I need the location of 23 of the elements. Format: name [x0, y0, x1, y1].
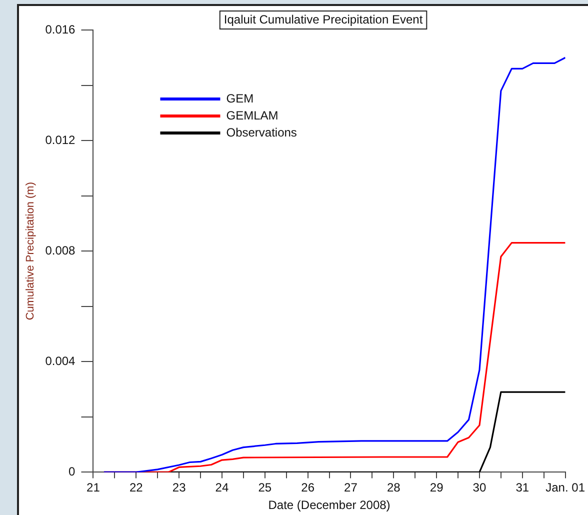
y-tick-label: 0.004: [45, 354, 76, 368]
x-tick-label: 31: [516, 480, 530, 495]
y-tick-label: 0: [68, 464, 76, 479]
legend-label: GEMLAM: [226, 108, 278, 122]
x-tick-label: 27: [344, 480, 358, 495]
legend-label: GEM: [226, 91, 254, 106]
x-tick-label: 30: [472, 480, 486, 495]
y-axis-title: Cumulative Precipitation (m): [24, 182, 37, 320]
x-tick-label: 24: [215, 480, 229, 495]
x-tick-label: 21: [86, 480, 100, 495]
legend-label: Observations: [226, 125, 297, 140]
x-tick-label: 29: [430, 480, 444, 495]
x-tick-label: Jan. 01: [546, 480, 586, 495]
x-tick-label: 22: [129, 480, 144, 495]
y-tick-label: 0.008: [45, 243, 76, 258]
chart-title: Iqaluit Cumulative Precipitation Event: [224, 12, 424, 26]
x-tick-label: 25: [258, 480, 272, 495]
x-tick-label: 26: [301, 480, 315, 495]
x-axis-title: Date (December 2008): [268, 498, 390, 512]
x-tick-label: 23: [172, 480, 186, 495]
y-tick-label: 0.016: [45, 22, 76, 36]
y-tick-label: 0.012: [45, 132, 76, 147]
x-tick-label: 28: [386, 480, 401, 495]
